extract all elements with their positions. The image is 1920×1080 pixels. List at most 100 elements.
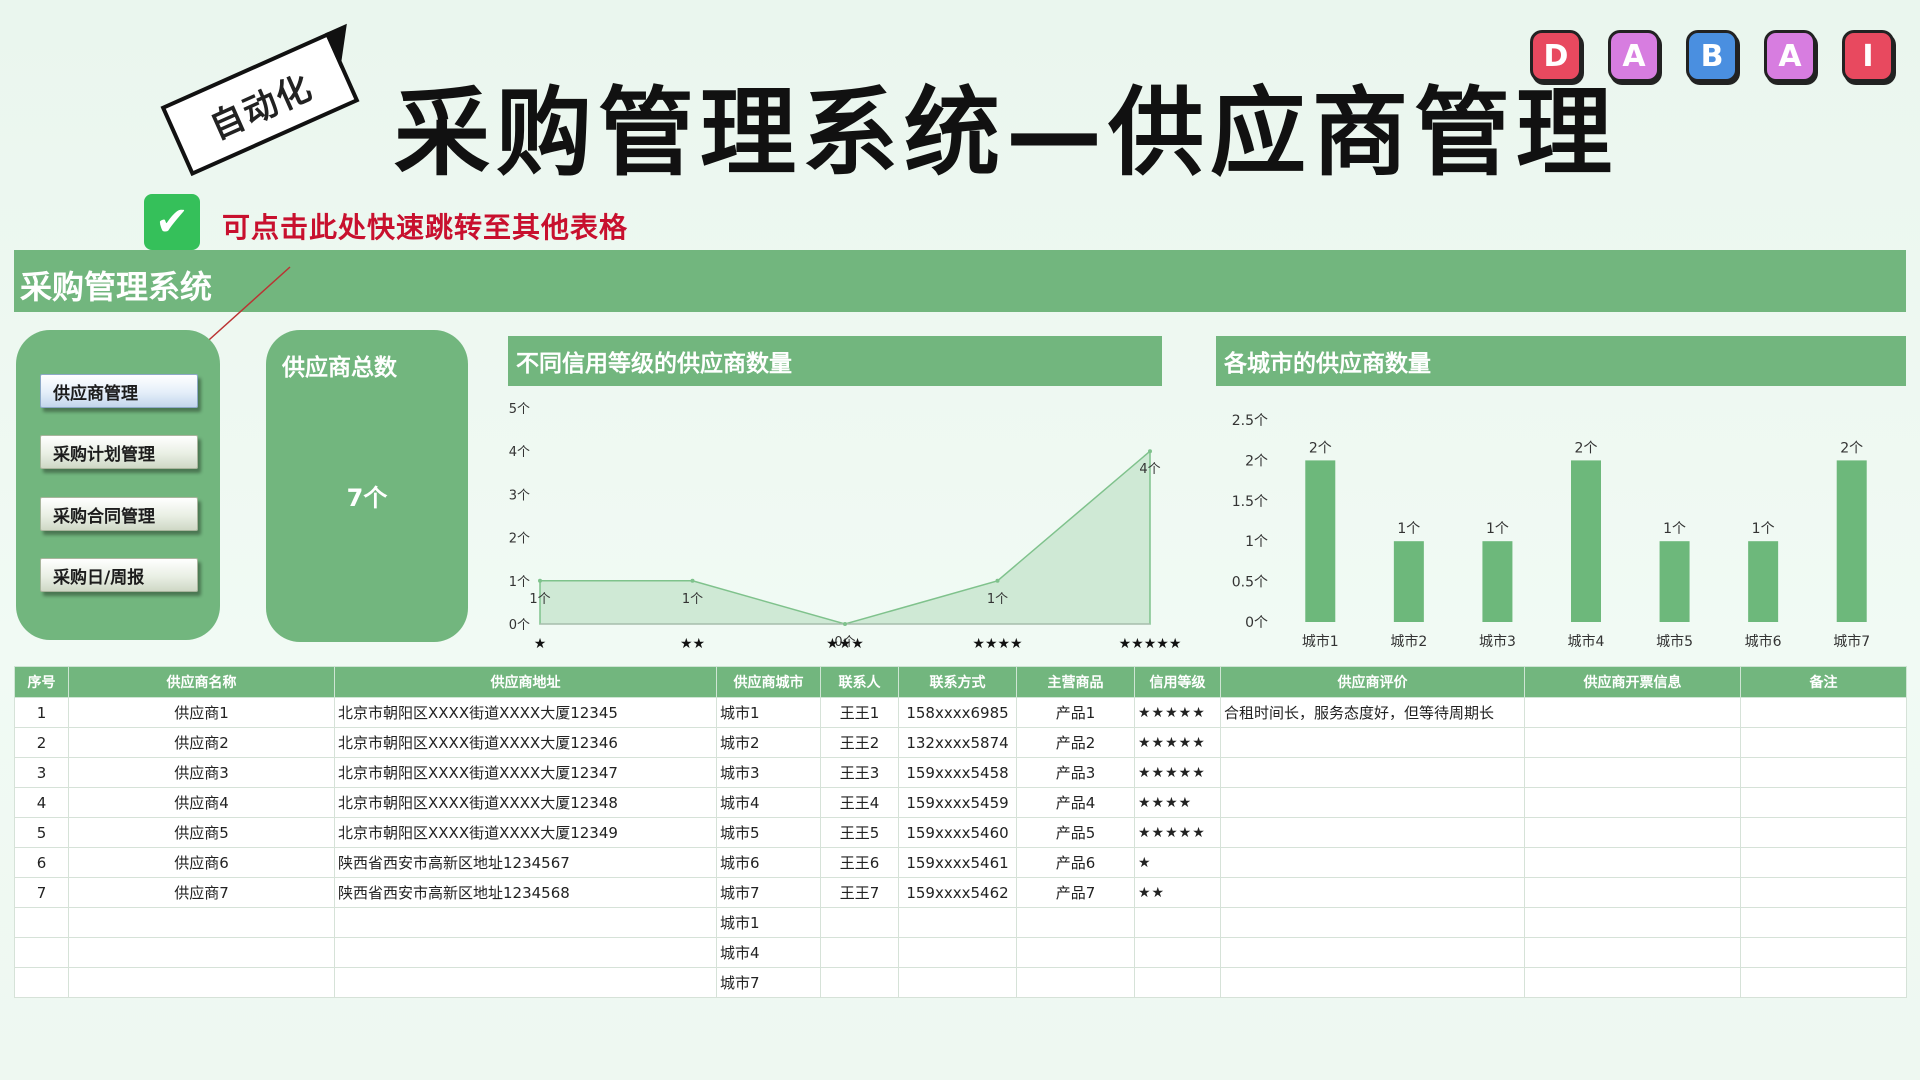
table-cell[interactable]: [1524, 817, 1741, 848]
table-row[interactable]: 2 供应商2 北京市朝阳区XXXX街道XXXX大厦12346 城市2 王王2 132xxx…: [14, 727, 1907, 758]
table-cell[interactable]: 3: [14, 757, 69, 788]
table-cell[interactable]: 6: [14, 847, 69, 878]
table-cell[interactable]: [68, 907, 335, 938]
table-cell[interactable]: [1134, 937, 1221, 968]
table-cell[interactable]: [1016, 967, 1135, 998]
table-cell[interactable]: [1220, 907, 1525, 938]
table-cell[interactable]: ★★: [1134, 877, 1221, 908]
table-cell[interactable]: [898, 907, 1017, 938]
table-cell[interactable]: 王王2: [820, 727, 899, 758]
table-cell[interactable]: 158xxxx6985: [898, 697, 1017, 728]
table-cell[interactable]: 供应商6: [68, 847, 335, 878]
table-cell[interactable]: [1524, 877, 1741, 908]
nav-purchase-report-button[interactable]: 采购日/周报: [40, 558, 198, 592]
table-cell[interactable]: 1: [14, 697, 69, 728]
table-cell[interactable]: [14, 907, 69, 938]
table-cell[interactable]: [1740, 697, 1907, 728]
table-cell[interactable]: 132xxxx5874: [898, 727, 1017, 758]
table-cell[interactable]: [1220, 847, 1525, 878]
table-cell[interactable]: 159xxxx5458: [898, 757, 1017, 788]
table-cell[interactable]: [1740, 757, 1907, 788]
table-cell[interactable]: [1524, 697, 1741, 728]
table-cell[interactable]: ★★★★★: [1134, 817, 1221, 848]
table-row[interactable]: 3 供应商3 北京市朝阳区XXXX街道XXXX大厦12347 城市3 王王3 159xxx…: [14, 757, 1907, 788]
table-cell[interactable]: ★★★★: [1134, 787, 1221, 818]
table-cell[interactable]: [1220, 877, 1525, 908]
table-cell[interactable]: 王王4: [820, 787, 899, 818]
table-cell[interactable]: 城市7: [716, 877, 821, 908]
table-cell[interactable]: 王王7: [820, 877, 899, 908]
table-cell[interactable]: 159xxxx5462: [898, 877, 1017, 908]
table-cell[interactable]: 城市2: [716, 727, 821, 758]
table-cell[interactable]: [1220, 937, 1525, 968]
table-cell[interactable]: 供应商5: [68, 817, 335, 848]
table-row[interactable]: 6 供应商6 陕西省西安市高新区地址1234567 城市6 王王6 159xxxx5461…: [14, 847, 1907, 878]
table-cell[interactable]: [1524, 787, 1741, 818]
table-cell[interactable]: 北京市朝阳区XXXX街道XXXX大厦12349: [334, 817, 717, 848]
table-cell[interactable]: 王王6: [820, 847, 899, 878]
table-cell[interactable]: [68, 937, 335, 968]
table-cell[interactable]: [1220, 757, 1525, 788]
table-cell[interactable]: [820, 937, 899, 968]
table-cell[interactable]: [1524, 847, 1741, 878]
table-cell[interactable]: 产品7: [1016, 877, 1135, 908]
table-cell[interactable]: [1740, 847, 1907, 878]
table-cell[interactable]: 4: [14, 787, 69, 818]
table-cell[interactable]: [898, 937, 1017, 968]
table-cell[interactable]: [1524, 757, 1741, 788]
table-cell[interactable]: [1740, 937, 1907, 968]
table-cell[interactable]: 王王1: [820, 697, 899, 728]
table-row[interactable]: 城市4: [14, 937, 1907, 968]
table-cell[interactable]: ★★★★★: [1134, 697, 1221, 728]
table-row[interactable]: 城市1: [14, 907, 1907, 938]
table-cell[interactable]: 产品6: [1016, 847, 1135, 878]
nav-purchase-plan-button[interactable]: 采购计划管理: [40, 435, 198, 469]
table-cell[interactable]: 城市6: [716, 847, 821, 878]
table-cell[interactable]: 陕西省西安市高新区地址1234567: [334, 847, 717, 878]
table-cell[interactable]: [1740, 967, 1907, 998]
table-cell[interactable]: 城市4: [716, 787, 821, 818]
table-cell[interactable]: 王王3: [820, 757, 899, 788]
table-cell[interactable]: 北京市朝阳区XXXX街道XXXX大厦12347: [334, 757, 717, 788]
table-cell[interactable]: [898, 967, 1017, 998]
table-cell[interactable]: [1740, 727, 1907, 758]
table-cell[interactable]: [820, 907, 899, 938]
table-cell[interactable]: [68, 967, 335, 998]
table-cell[interactable]: 城市4: [716, 937, 821, 968]
table-cell[interactable]: ★: [1134, 847, 1221, 878]
table-cell[interactable]: [1740, 907, 1907, 938]
table-cell[interactable]: [1220, 817, 1525, 848]
table-cell[interactable]: [820, 967, 899, 998]
table-cell[interactable]: 城市7: [716, 967, 821, 998]
table-cell[interactable]: 2: [14, 727, 69, 758]
table-cell[interactable]: 5: [14, 817, 69, 848]
table-cell[interactable]: [1016, 937, 1135, 968]
table-cell[interactable]: 供应商3: [68, 757, 335, 788]
table-cell[interactable]: 城市1: [716, 697, 821, 728]
table-cell[interactable]: [1740, 877, 1907, 908]
table-row[interactable]: 5 供应商5 北京市朝阳区XXXX街道XXXX大厦12349 城市5 王王5 159xxx…: [14, 817, 1907, 848]
table-row[interactable]: 4 供应商4 北京市朝阳区XXXX街道XXXX大厦12348 城市4 王王4 159xxx…: [14, 787, 1907, 818]
table-cell[interactable]: [1016, 907, 1135, 938]
nav-purchase-contract-button[interactable]: 采购合同管理: [40, 497, 198, 531]
table-cell[interactable]: [1740, 787, 1907, 818]
table-cell[interactable]: ★★★★★: [1134, 727, 1221, 758]
table-cell[interactable]: [1220, 967, 1525, 998]
table-cell[interactable]: [334, 937, 717, 968]
table-cell[interactable]: 供应商7: [68, 877, 335, 908]
table-cell[interactable]: ★★★★★: [1134, 757, 1221, 788]
table-cell[interactable]: 供应商2: [68, 727, 335, 758]
table-cell[interactable]: 产品5: [1016, 817, 1135, 848]
table-cell[interactable]: 159xxxx5461: [898, 847, 1017, 878]
table-cell[interactable]: [1740, 817, 1907, 848]
table-cell[interactable]: [1220, 727, 1525, 758]
table-cell[interactable]: 供应商4: [68, 787, 335, 818]
table-cell[interactable]: [1220, 787, 1525, 818]
table-cell[interactable]: 159xxxx5460: [898, 817, 1017, 848]
table-cell[interactable]: [334, 907, 717, 938]
nav-supplier-management-button[interactable]: 供应商管理: [40, 374, 198, 408]
table-cell[interactable]: [1524, 967, 1741, 998]
table-cell[interactable]: [1524, 727, 1741, 758]
table-cell[interactable]: 陕西省西安市高新区地址1234568: [334, 877, 717, 908]
table-cell[interactable]: 产品1: [1016, 697, 1135, 728]
